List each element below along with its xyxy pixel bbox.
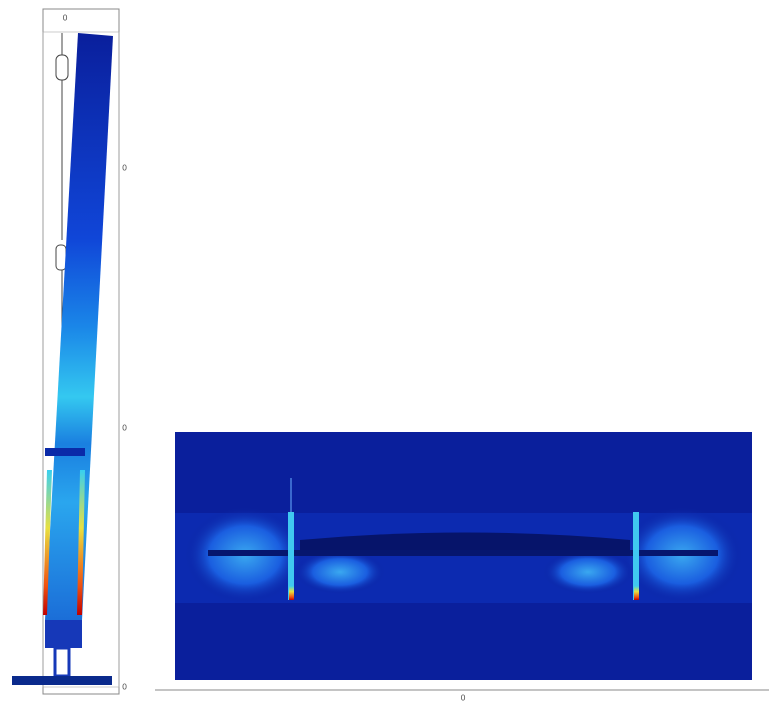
gap [300, 532, 630, 550]
plate [633, 512, 639, 600]
stress-zone [295, 550, 385, 594]
ground [12, 676, 112, 685]
foot [53, 646, 71, 678]
stress-edge [77, 470, 85, 615]
bearing [55, 54, 69, 81]
beam [45, 33, 113, 620]
bearing [55, 244, 67, 271]
tick-label: 0 [62, 14, 67, 23]
stress-edge [43, 470, 52, 615]
base-block [45, 620, 82, 648]
stress-zone [543, 550, 633, 594]
tick-label: 0 [122, 424, 127, 433]
hotspot [289, 586, 294, 600]
gap [208, 550, 718, 556]
hotspot [634, 586, 639, 600]
tick-label: 0 [460, 694, 465, 703]
plate [288, 512, 294, 600]
right-panel: 0 [155, 432, 769, 703]
left-panel: 0 0 0 0 [12, 8, 127, 695]
tick-label: 0 [122, 683, 127, 692]
tick-label: 0 [122, 164, 127, 173]
inner-frame [42, 31, 120, 688]
joint [45, 448, 85, 456]
